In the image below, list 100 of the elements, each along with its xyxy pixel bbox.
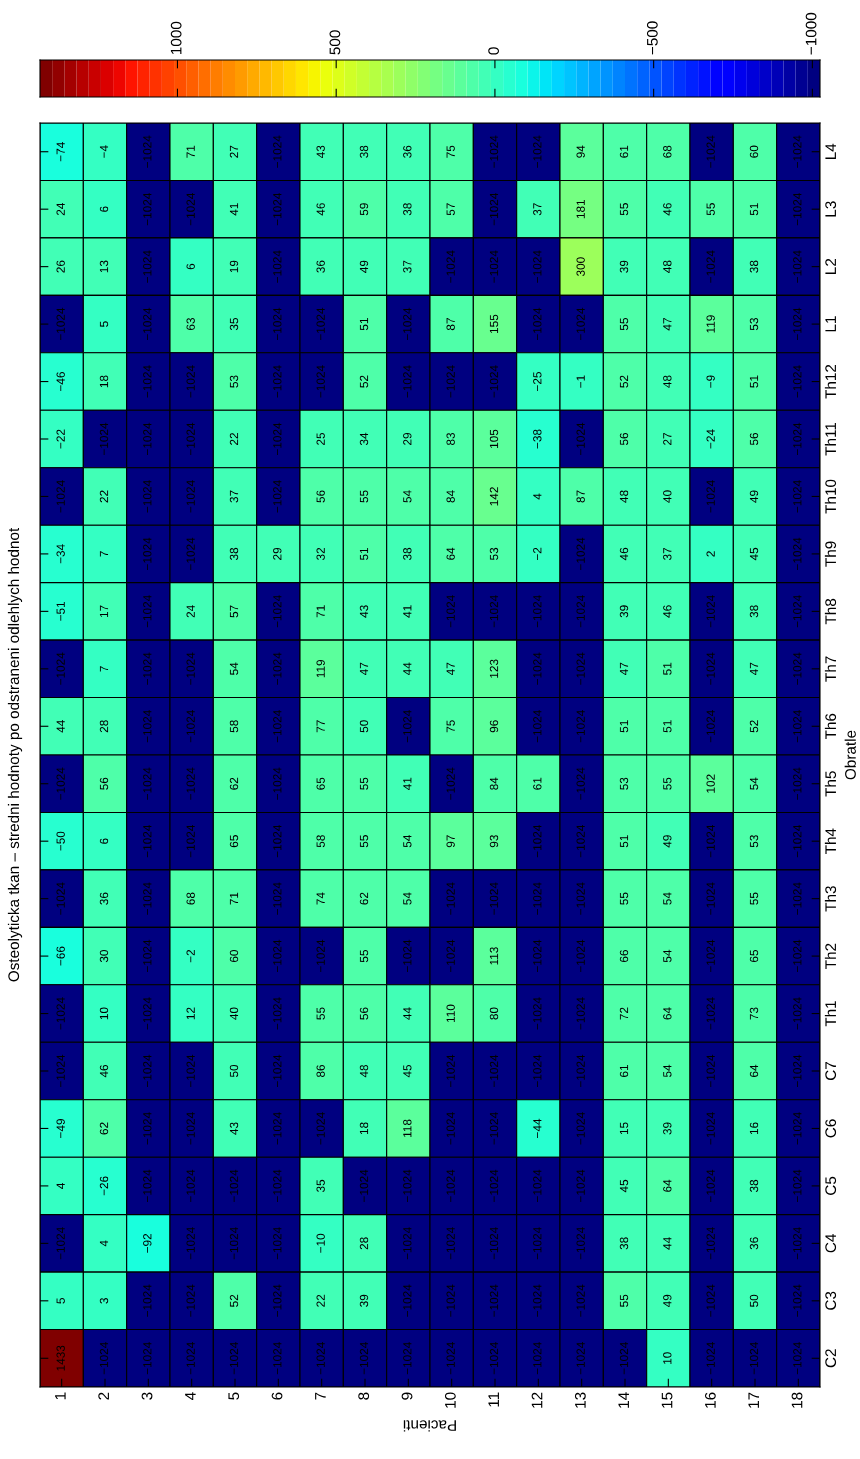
data-label: 55 xyxy=(619,892,629,905)
data-label: −1024 xyxy=(533,997,542,1030)
data-label: −1024 xyxy=(273,710,282,743)
data-label: 62 xyxy=(99,1122,109,1135)
data-label: 27 xyxy=(663,433,672,445)
data-label: 55 xyxy=(359,950,369,963)
data-label: 93 xyxy=(489,835,499,848)
data-label: 51 xyxy=(663,662,672,675)
data-label: −1024 xyxy=(186,1054,195,1087)
data-label: 54 xyxy=(663,892,672,905)
data-label: −1024 xyxy=(533,135,542,168)
data-label: 28 xyxy=(99,720,109,733)
x-tick-label: 7 xyxy=(315,1392,326,1400)
data-label: 41 xyxy=(403,777,412,791)
data-label: −1024 xyxy=(533,1169,542,1202)
data-label: −1024 xyxy=(576,1227,585,1260)
data-label: −1024 xyxy=(359,1342,369,1375)
data-label: −1024 xyxy=(143,537,152,570)
data-label: 44 xyxy=(56,720,65,733)
data-label: −1024 xyxy=(403,1284,412,1317)
data-label: −1024 xyxy=(273,997,282,1030)
data-label: 10 xyxy=(99,1007,109,1020)
y-tick-label: Th9 xyxy=(824,541,837,567)
data-label: −1024 xyxy=(143,710,152,743)
data-label: 65 xyxy=(749,950,759,963)
y-tick-label: Th12 xyxy=(824,364,836,399)
data-label: 55 xyxy=(359,490,369,503)
data-label: 52 xyxy=(359,375,369,388)
data-label: −50 xyxy=(56,831,65,851)
data-label: −1024 xyxy=(143,595,152,628)
data-label: 51 xyxy=(749,203,759,216)
data-label: 36 xyxy=(316,260,325,273)
data-label: −1024 xyxy=(186,1284,195,1317)
data-label: 84 xyxy=(489,777,499,790)
data-label: −1024 xyxy=(793,537,802,570)
data-label: −1024 xyxy=(489,135,499,168)
data-label: 43 xyxy=(229,1122,239,1135)
data-label: 96 xyxy=(489,720,499,733)
data-label: 55 xyxy=(316,1007,325,1020)
data-label: 53 xyxy=(489,547,499,560)
data-label: 24 xyxy=(186,605,195,618)
data-label: 51 xyxy=(359,547,369,560)
data-label: 53 xyxy=(229,375,239,388)
data-label: −1024 xyxy=(56,767,65,800)
data-label: 118 xyxy=(403,1119,412,1137)
data-label: 29 xyxy=(273,547,282,560)
data-label: −1024 xyxy=(229,1169,239,1202)
data-label: −1024 xyxy=(793,1284,802,1317)
data-label: 6 xyxy=(186,263,195,270)
data-label: 49 xyxy=(359,260,369,273)
data-label: 57 xyxy=(229,605,239,618)
data-label: −1024 xyxy=(273,882,282,915)
data-label: 39 xyxy=(619,605,629,618)
data-label: 62 xyxy=(229,777,239,790)
data-label: −1024 xyxy=(99,1342,109,1375)
data-label: 61 xyxy=(619,145,629,158)
data-label: 40 xyxy=(663,490,672,503)
data-label: −44 xyxy=(533,1118,542,1138)
y-tick-label: Th1 xyxy=(824,1001,836,1027)
data-label: −1024 xyxy=(533,824,542,858)
data-label: 6 xyxy=(99,206,109,212)
data-label: −1024 xyxy=(56,480,65,513)
data-label: −1024 xyxy=(186,537,195,570)
data-label: 44 xyxy=(403,1007,412,1020)
data-label: 38 xyxy=(749,605,759,618)
data-label: −66 xyxy=(56,946,65,966)
data-label: 16 xyxy=(749,1122,759,1135)
data-label: −1024 xyxy=(793,710,802,743)
data-label: 63 xyxy=(186,318,195,331)
data-label: −1024 xyxy=(273,595,282,628)
data-label: 55 xyxy=(619,1294,629,1307)
data-label: −1024 xyxy=(489,1227,499,1260)
data-label: −1024 xyxy=(576,652,585,685)
data-label: −1024 xyxy=(706,710,715,743)
data-label: −1024 xyxy=(576,1054,585,1087)
data-label: 5 xyxy=(99,321,109,327)
data-label: 48 xyxy=(619,490,629,503)
data-label: −1024 xyxy=(706,1054,715,1087)
data-label: 22 xyxy=(316,1294,325,1307)
data-label: −1024 xyxy=(706,480,715,513)
y-tick-label: L2 xyxy=(825,258,836,274)
data-label: −1024 xyxy=(706,1284,715,1317)
data-label: 51 xyxy=(749,375,759,388)
data-label: 4 xyxy=(99,1240,109,1247)
data-label: −1024 xyxy=(273,1342,282,1375)
data-label: −1024 xyxy=(56,307,65,341)
data-label: −1024 xyxy=(489,1112,499,1145)
data-label: −1024 xyxy=(793,824,802,858)
y-tick-label: Th6 xyxy=(824,713,837,740)
data-label: 45 xyxy=(749,547,759,561)
data-label: −1024 xyxy=(403,307,412,341)
data-label: 75 xyxy=(446,720,455,733)
data-label: −1024 xyxy=(533,595,542,628)
data-label: −1024 xyxy=(489,192,499,226)
data-label: −1024 xyxy=(273,824,282,858)
data-label: 105 xyxy=(489,429,499,448)
data-label: 41 xyxy=(403,605,412,618)
data-label: 3 xyxy=(99,1298,109,1304)
data-label: −4 xyxy=(99,145,109,158)
data-label: −1024 xyxy=(793,365,802,398)
